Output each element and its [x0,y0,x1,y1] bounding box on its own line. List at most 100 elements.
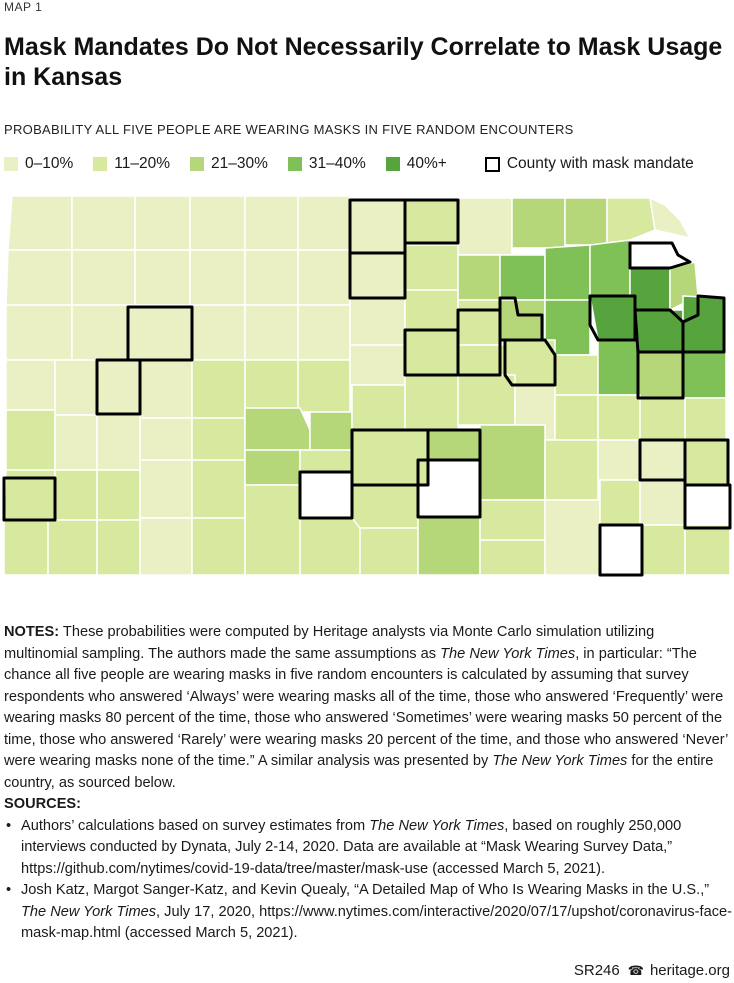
legend: 0–10% 11–20% 21–30% 31–40% 40%+ County w… [4,153,694,175]
county [191,517,246,576]
legend-label: 31–40% [308,155,366,172]
county [349,344,406,386]
notes-source-italic: The New York Times [440,645,576,662]
county [684,439,729,486]
county [637,351,684,399]
legend-swatch [93,157,108,171]
site-name: heritage.org [649,962,730,979]
county [96,414,141,471]
mandate-county [683,483,732,530]
county [244,359,299,411]
bell-icon: ☎ [627,962,644,978]
legend-item-0-10: 0–10% [4,155,73,173]
source-text: Josh Katz, Margot Sanger-Katz, and Kevin… [21,882,710,898]
source-text: Authors’ calculations based on survey es… [21,817,370,834]
kansas-county-map [2,195,732,577]
county [244,304,299,361]
source-item: Josh Katz, Margot Sanger-Katz, and Kevin… [4,880,732,945]
county [244,449,301,486]
county [359,527,419,576]
county [597,339,639,396]
county [457,299,501,346]
county [606,197,656,246]
county [589,239,631,301]
legend-label: 0–10% [25,155,74,172]
county [544,244,591,301]
mandate-county [503,338,557,387]
county [191,359,246,419]
county [297,195,351,251]
legend-label: County with mask mandate [506,155,694,172]
county [5,249,73,306]
mandate-outlines [2,198,732,577]
mandate-county [348,251,407,300]
county [96,469,141,521]
county [404,374,459,431]
mandate-county [350,428,430,487]
county [479,539,546,576]
mandate-county [598,523,644,577]
county [589,295,636,341]
county [404,197,459,246]
notes-text: , in particular: “The chance all five pe… [4,645,728,770]
mandate-county [588,294,637,342]
county [564,197,608,246]
legend-item-40-plus: 40%+ [385,155,447,173]
county [54,414,98,471]
county [191,304,246,361]
source-italic: The New York Times [369,817,505,834]
county [351,484,419,529]
mandate-county [636,350,685,400]
legend-label: 40%+ [406,155,447,172]
legend-swatch [4,157,18,171]
county [404,244,459,291]
notes-paragraph: NOTES: These probabilities were computed… [4,622,732,794]
county [71,304,129,361]
county [499,254,546,301]
county [349,197,406,254]
notes-text: for the entire country, as sourced below… [4,753,714,791]
county [554,394,599,441]
county [3,519,49,576]
county [139,459,193,519]
county [457,374,516,426]
county [127,304,193,361]
county [351,384,406,431]
county [139,359,193,419]
source-item: Authors’ calculations based on survey es… [4,816,732,881]
county [404,289,459,331]
county [479,424,546,501]
county [544,499,601,576]
page-title: Mask Mandates Do Not Necessarily Correla… [4,33,723,91]
county [54,359,98,416]
county [639,479,686,526]
county [134,195,191,251]
county [189,249,246,306]
legend-item-31-40: 31–40% [287,155,366,173]
legend-label: 21–30% [211,155,268,172]
county [299,449,353,473]
county [297,359,351,413]
county [554,354,599,396]
county [5,409,56,471]
notes-label: NOTES: [4,624,60,640]
county [479,499,546,541]
county [47,519,98,576]
county [7,195,73,251]
county [134,249,191,306]
county [54,469,98,521]
county [404,329,459,376]
county [457,254,501,301]
county [139,517,193,576]
county [244,249,299,306]
county [597,394,641,441]
county [244,407,311,451]
county [544,439,599,501]
mandate-county [498,296,544,342]
county [297,304,351,361]
county [682,295,725,353]
legend-label: 11–20% [114,155,170,172]
county [599,479,641,526]
county [417,516,481,576]
county [191,417,246,461]
